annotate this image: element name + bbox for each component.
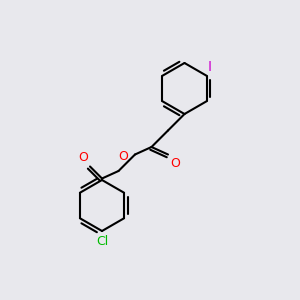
Text: O: O bbox=[79, 151, 88, 164]
Text: O: O bbox=[170, 157, 180, 170]
Text: I: I bbox=[208, 60, 212, 74]
Text: Cl: Cl bbox=[96, 235, 108, 248]
Text: O: O bbox=[118, 149, 128, 163]
